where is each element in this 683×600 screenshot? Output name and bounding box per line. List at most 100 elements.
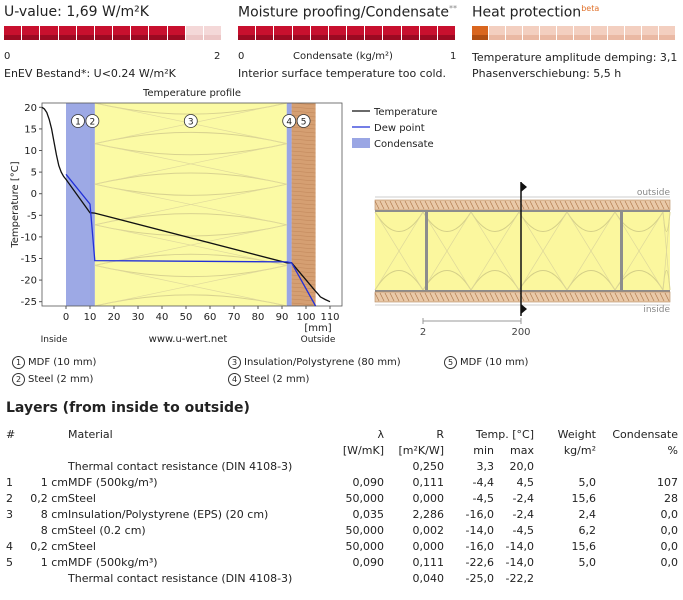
mdf-hatch [291, 146, 316, 150]
header-weight-unit: kg/m² [563, 443, 596, 457]
condensate-zone [286, 103, 292, 306]
header-lambda-unit: [W/mK] [342, 443, 384, 457]
header-material: Material [68, 427, 113, 441]
layer-legend-label: MDF (10 mm) [28, 357, 97, 368]
uvalue-scale-max: 2 [214, 51, 221, 62]
scale-segment [401, 26, 419, 40]
mdf-hatch [614, 200, 620, 210]
moisture-title: Moisture proofing/Condensate** [238, 4, 458, 21]
x-tick-label: 70 [228, 312, 241, 323]
legend-label: Temperature [373, 107, 437, 118]
scale-segment [274, 26, 292, 40]
mdf-hatch [619, 292, 625, 302]
scale-segment [523, 26, 539, 40]
cell-lambda [334, 458, 384, 474]
mdf-hatch [664, 200, 670, 210]
scale-segment [383, 26, 401, 40]
layer-marker-3 [183, 114, 198, 128]
mdf-hatch [291, 234, 316, 238]
cross-insulation-curve [518, 211, 568, 232]
y-tick-label: 5 [31, 168, 37, 179]
scale-segment [472, 26, 488, 40]
layer-legend-1: 1 MDF (10 mm) [12, 356, 96, 369]
mdf-hatch [389, 200, 395, 210]
scale-segment [203, 26, 222, 40]
layers-heading: Layers (from inside to outside) [6, 400, 250, 416]
mdf-hatch [404, 292, 410, 302]
mdf-hatch [479, 292, 485, 302]
cell-max: 4,5 [516, 475, 535, 489]
cell-material: Thermal contact resistance (DIN 4108-3) [68, 571, 293, 585]
cell-cond [596, 458, 678, 474]
mdf-hatch [504, 292, 510, 302]
cross-insulation-diagonal [422, 211, 472, 291]
header-lambda: λ [377, 427, 384, 441]
mdf-hatch [429, 292, 435, 302]
cell-cond: 0,0 [660, 555, 679, 569]
header-min: min [473, 443, 494, 457]
scale-segment [292, 26, 310, 40]
scale-segment [22, 26, 40, 40]
mdf-hatch [291, 278, 316, 282]
table-row: 8 cm Steel (0.2 cm) 50,000 0,002 -14,0 -4,5 6,… [6, 522, 678, 538]
mdf-hatch [609, 200, 615, 210]
mdf-hatch [499, 200, 505, 210]
cell-r: 0,000 [412, 539, 445, 553]
mdf-hatch [569, 292, 575, 302]
cross-steel-stud [620, 212, 623, 290]
header-temp: Temp. [°C] [475, 427, 534, 441]
mdf-hatch [291, 202, 316, 206]
layer-marker-4: 4 [228, 373, 241, 386]
uvalue-note: EnEV Bestand*: U<0.24 W/m²K [4, 67, 176, 80]
cross-insulation-diagonal [470, 211, 520, 291]
temperature-chart: Temperature profile20151050-5-10-15-20-2… [10, 88, 343, 345]
mdf-hatch [399, 200, 405, 210]
table-row: 5 1 cm MDF (500kg/m³) 0,090 0,111 -22,6 -14,0 5… [6, 554, 678, 570]
cell-material: MDF (500kg/m³) [68, 475, 158, 489]
mdf-hatch [291, 302, 316, 306]
mdf-hatch [291, 294, 316, 298]
mdf-hatch [549, 292, 555, 302]
mdf-hatch [424, 292, 430, 302]
layers-table: # Material λ R Temp. [°C] Weight Condens… [6, 426, 678, 586]
scale-segment [185, 26, 204, 40]
cross-steel-stud [425, 212, 428, 290]
mdf-hatch [499, 292, 505, 302]
uvalue-scale [4, 26, 222, 40]
mdf-hatch [291, 130, 316, 134]
mdf-hatch [474, 292, 480, 302]
cell-weight: 2,4 [578, 507, 597, 521]
insulation-diagonal [94, 224, 287, 266]
cell-weight: 5,0 [578, 555, 597, 569]
mdf-hatch [291, 190, 316, 194]
mdf-hatch [291, 198, 316, 202]
cell-material: Steel (0.2 cm) [68, 523, 146, 537]
scale-segment [94, 26, 113, 40]
cell-thick: 1 cm [40, 555, 68, 569]
layer-marker-3: 3 [228, 356, 241, 369]
mdf-hatch [291, 222, 316, 226]
mdf-hatch [291, 290, 316, 294]
mdf-hatch [449, 292, 455, 302]
scale-segment [659, 26, 675, 40]
mdf-hatch [489, 200, 495, 210]
table-row: 3 8 cm Insulation/Polystyrene (EPS) (20 cm… [6, 506, 678, 522]
mdf-hatch [529, 200, 535, 210]
mdf-hatch [291, 238, 316, 242]
x-tick-label: 100 [296, 312, 315, 323]
cross-insulation-diagonal [374, 211, 424, 291]
y-tick-label: 0 [31, 189, 37, 200]
layer-marker-label: 4 [286, 118, 292, 128]
scale-segment [574, 26, 590, 40]
cross-insulation-diagonal [662, 211, 671, 291]
wall-cross-section: outside inside 2 200 [374, 182, 671, 338]
layer-marker-1 [71, 114, 85, 128]
mdf-hatch [599, 292, 605, 302]
mdf-hatch [594, 292, 600, 302]
mdf-hatch [634, 292, 640, 302]
table-row: Thermal contact resistance (DIN 4108-3) 0… [6, 458, 678, 474]
mdf-hatch [484, 200, 490, 210]
cell-min: -4,4 [472, 475, 494, 489]
mdf-hatch [374, 292, 380, 302]
mdf-hatch [654, 200, 660, 210]
